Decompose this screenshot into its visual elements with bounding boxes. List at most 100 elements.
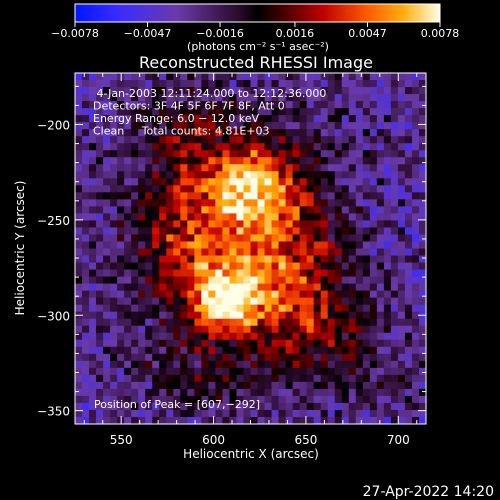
heatmap-cell [411, 409, 420, 418]
heatmap-cell [180, 171, 188, 179]
heatmap-cell [180, 101, 188, 109]
heatmap-cell [152, 395, 160, 404]
heatmap-cell [103, 255, 111, 263]
heatmap-cell [215, 318, 223, 327]
heatmap-cell [355, 374, 364, 383]
heatmap-cell [278, 402, 286, 411]
heatmap-cell [285, 227, 294, 235]
heatmap-cell [397, 332, 406, 341]
heatmap-cell [320, 269, 329, 277]
heatmap-cell [397, 164, 406, 172]
heatmap-cell [355, 150, 364, 158]
heatmap-cell [264, 367, 272, 376]
heatmap-cell [117, 192, 125, 200]
heatmap-cell [89, 234, 97, 242]
heatmap-cell [180, 108, 188, 116]
heatmap-cell [250, 108, 258, 116]
heatmap-cell [96, 409, 104, 418]
heatmap-cell [82, 269, 90, 277]
heatmap-cell [320, 157, 329, 165]
heatmap-cell [397, 367, 406, 376]
heatmap-cell [124, 290, 132, 299]
heatmap-cell [138, 108, 146, 116]
heatmap-cell [341, 185, 350, 193]
heatmap-cell [257, 115, 265, 123]
heatmap-cell [236, 318, 244, 327]
heatmap-cell [103, 283, 111, 292]
heatmap-cell [145, 80, 153, 88]
heatmap-cell [257, 332, 265, 341]
heatmap-cell [166, 367, 174, 376]
heatmap-cell [229, 206, 237, 214]
heatmap-cell [278, 234, 286, 242]
colorbar-ticks: −0.0078 −0.0047 −0.0016 0.0016 0.0047 0.0078 [51, 22, 459, 40]
heatmap-cell [187, 213, 195, 221]
heatmap-cell [383, 332, 392, 341]
heatmap-cell [117, 157, 125, 165]
heatmap-cell [285, 339, 294, 348]
heatmap-cell [208, 409, 216, 418]
colorbar-tick-label: 0.0016 [276, 27, 315, 40]
heatmap-cell [110, 360, 118, 369]
heatmap-cell [285, 115, 294, 123]
heatmap-cell [320, 353, 329, 362]
heatmap-cell [89, 213, 97, 221]
heatmap-cell [348, 332, 357, 341]
heatmap-cell [397, 262, 406, 270]
heatmap-cell [124, 143, 132, 151]
heatmap-cell [341, 150, 350, 158]
heatmap-cell [376, 122, 385, 130]
heatmap-cell [257, 143, 265, 151]
heatmap-cell [348, 108, 357, 116]
heatmap-cell [355, 199, 364, 207]
heatmap-cell [292, 346, 301, 355]
heatmap-cell [278, 143, 286, 151]
heatmap-cell [390, 185, 399, 193]
heatmap-cell [180, 248, 188, 256]
heatmap-cell [383, 108, 392, 116]
heatmap-cell [418, 360, 427, 369]
heatmap-cell [369, 297, 378, 306]
heatmap-cell [145, 241, 153, 249]
heatmap-cell [404, 115, 413, 123]
heatmap-cell [201, 108, 209, 116]
heatmap-cell [278, 185, 286, 193]
heatmap-cell [236, 388, 244, 397]
heatmap-cell [411, 402, 420, 411]
heatmap-cell [278, 290, 286, 299]
heatmap-cell [292, 115, 301, 123]
heatmap-cell [194, 283, 202, 292]
heatmap-cell [110, 108, 118, 116]
heatmap-cell [299, 185, 308, 193]
heatmap-cell [187, 199, 195, 207]
heatmap-cell [159, 353, 167, 362]
heatmap-cell [138, 409, 146, 418]
heatmap-cell [89, 346, 97, 355]
heatmap-cell [145, 150, 153, 158]
heatmap-cell [362, 374, 371, 383]
heatmap-cell [299, 80, 308, 88]
heatmap-cell [292, 199, 301, 207]
heatmap-cell [404, 416, 413, 425]
heatmap-cell [313, 381, 322, 390]
heatmap-cell [145, 346, 153, 355]
heatmap-cell [299, 409, 308, 418]
heatmap-cell [362, 192, 371, 200]
heatmap-cell [341, 346, 350, 355]
heatmap-cell [131, 332, 139, 341]
heatmap-cell [194, 157, 202, 165]
heatmap-cell [187, 374, 195, 383]
heatmap-cell [383, 185, 392, 193]
heatmap-cell [271, 157, 279, 165]
heatmap-cell [376, 283, 385, 292]
heatmap-cell [103, 122, 111, 130]
heatmap-cell [117, 276, 125, 284]
heatmap-cell [355, 339, 364, 348]
heatmap-cell [299, 297, 308, 306]
heatmap-cell [103, 87, 111, 95]
heatmap-cell [124, 108, 132, 116]
heatmap-cell [236, 304, 244, 313]
heatmap-cell [215, 248, 223, 256]
heatmap-cell [152, 269, 160, 277]
heatmap-cell [418, 234, 427, 242]
